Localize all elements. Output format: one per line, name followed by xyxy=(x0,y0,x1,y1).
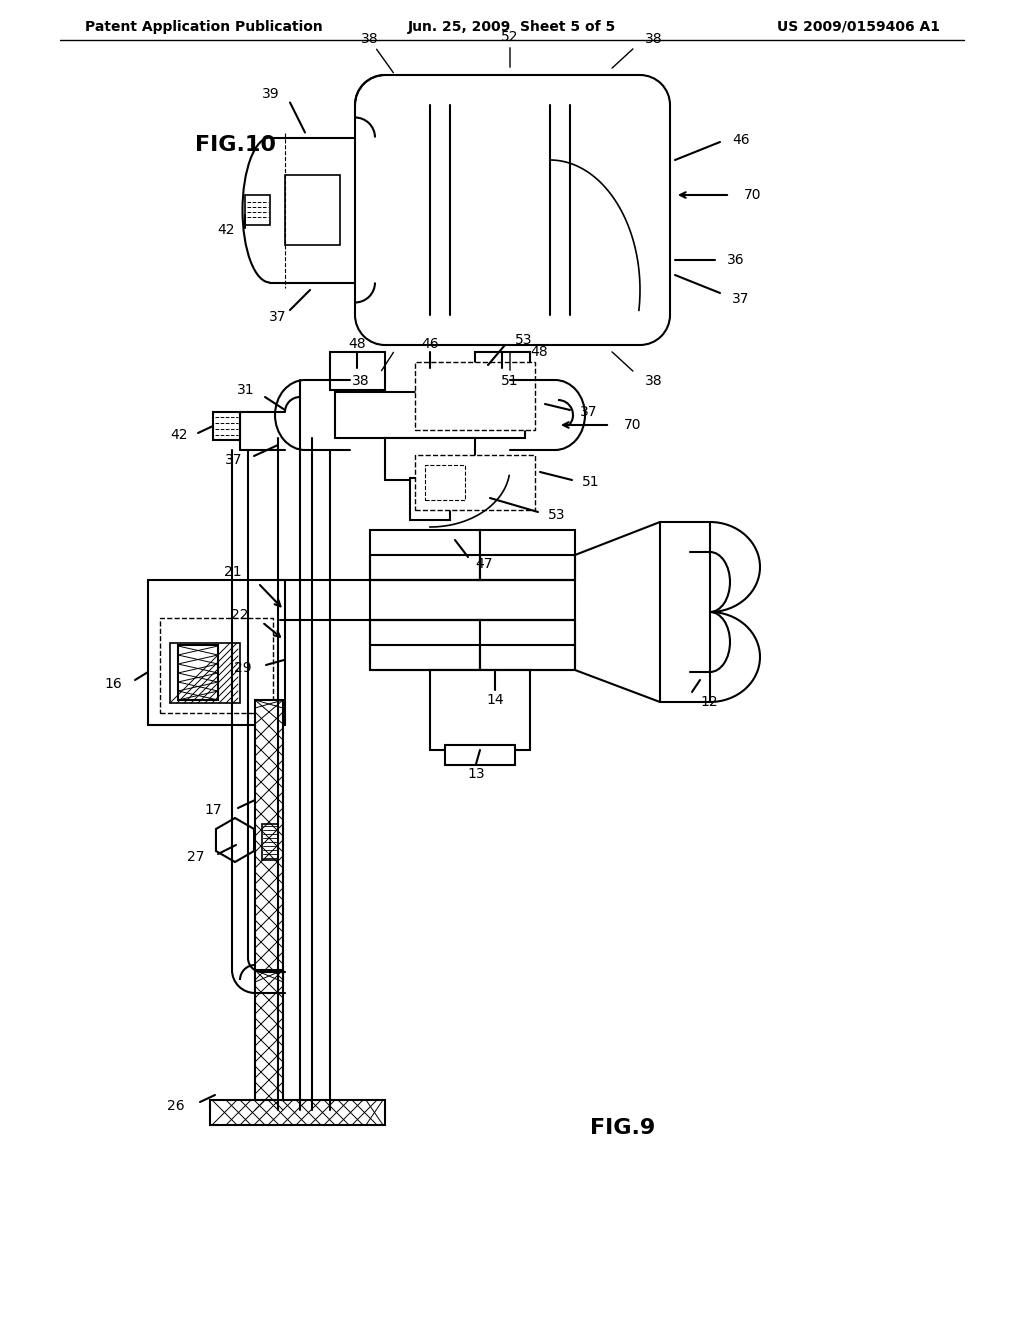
Text: 22: 22 xyxy=(230,609,248,622)
Text: 21: 21 xyxy=(224,565,242,579)
Text: 12: 12 xyxy=(700,696,718,709)
Text: 37: 37 xyxy=(269,310,287,323)
Text: 38: 38 xyxy=(645,32,663,46)
Bar xyxy=(335,392,525,438)
Text: 29: 29 xyxy=(234,661,252,675)
Text: 53: 53 xyxy=(515,333,532,347)
Text: 13: 13 xyxy=(467,767,484,781)
Bar xyxy=(410,478,450,520)
Text: FIG.10: FIG.10 xyxy=(195,135,276,154)
Bar xyxy=(370,620,480,671)
Bar xyxy=(415,455,535,510)
Text: 51: 51 xyxy=(582,475,600,488)
Text: 37: 37 xyxy=(224,453,242,467)
Text: 16: 16 xyxy=(104,677,122,690)
Text: 36: 36 xyxy=(727,253,744,267)
Text: Jun. 25, 2009  Sheet 5 of 5: Jun. 25, 2009 Sheet 5 of 5 xyxy=(408,20,616,34)
Bar xyxy=(285,176,340,246)
Text: 39: 39 xyxy=(262,87,280,100)
Bar xyxy=(213,412,240,440)
Text: 53: 53 xyxy=(548,508,565,521)
Bar xyxy=(370,531,480,579)
Bar xyxy=(160,618,273,713)
Text: 70: 70 xyxy=(624,418,641,432)
Text: 70: 70 xyxy=(744,187,762,202)
Text: 48: 48 xyxy=(530,345,548,359)
Bar xyxy=(430,671,530,750)
Bar xyxy=(245,195,270,224)
Bar xyxy=(178,645,218,700)
Bar xyxy=(385,438,475,480)
Text: 17: 17 xyxy=(205,803,222,817)
Text: 42: 42 xyxy=(171,428,188,442)
Bar xyxy=(170,643,240,704)
Text: 38: 38 xyxy=(361,32,379,46)
Bar xyxy=(148,579,285,725)
Text: 38: 38 xyxy=(352,374,370,388)
Text: 37: 37 xyxy=(580,405,597,418)
Text: 14: 14 xyxy=(486,693,504,708)
Bar xyxy=(415,362,535,430)
Bar xyxy=(445,744,515,766)
Bar xyxy=(475,352,530,389)
Text: 51: 51 xyxy=(501,374,519,388)
Bar xyxy=(480,531,575,579)
Text: 27: 27 xyxy=(186,850,204,865)
Text: 48: 48 xyxy=(348,337,366,351)
Text: FIG.9: FIG.9 xyxy=(590,1118,655,1138)
Text: 42: 42 xyxy=(217,223,234,238)
Text: 37: 37 xyxy=(732,292,750,306)
Text: 26: 26 xyxy=(167,1100,185,1113)
Text: 46: 46 xyxy=(421,337,439,351)
Bar xyxy=(330,352,385,389)
Bar xyxy=(262,824,278,861)
Bar xyxy=(255,700,283,979)
Bar xyxy=(210,1100,385,1125)
Text: US 2009/0159406 A1: US 2009/0159406 A1 xyxy=(777,20,940,34)
Text: 31: 31 xyxy=(238,383,255,397)
Text: Patent Application Publication: Patent Application Publication xyxy=(85,20,323,34)
Text: 38: 38 xyxy=(645,374,663,388)
Text: 52: 52 xyxy=(502,30,519,44)
Text: 47: 47 xyxy=(475,557,493,572)
Bar xyxy=(425,465,465,500)
Text: 46: 46 xyxy=(732,133,750,147)
Bar xyxy=(480,620,575,671)
Bar xyxy=(255,970,283,1110)
Polygon shape xyxy=(216,818,254,862)
